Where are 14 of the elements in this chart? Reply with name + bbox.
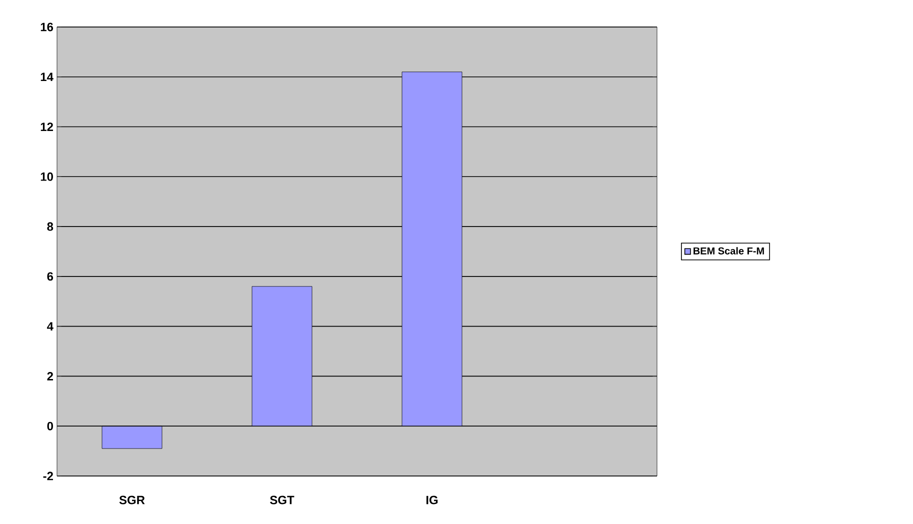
legend-label: BEM Scale F-M: [694, 247, 764, 254]
y-tick-label: 14: [40, 72, 54, 82]
y-tick-label: 16: [40, 22, 54, 32]
y-tick-label: 2: [47, 372, 53, 380]
y-tick-label: 0: [47, 422, 53, 430]
y-tick-label: 10: [40, 172, 53, 181]
y-tick-label: 4: [46, 322, 54, 330]
y-tick-label: 12: [40, 122, 53, 131]
y-tick-label: -2: [43, 472, 53, 480]
x-tick-label: SGT: [270, 496, 294, 504]
x-tick-label: SGR: [119, 496, 145, 504]
y-tick-label: 6: [47, 272, 54, 281]
x-tick-label: IG: [426, 496, 438, 504]
y-tick-label: 8: [47, 222, 54, 231]
